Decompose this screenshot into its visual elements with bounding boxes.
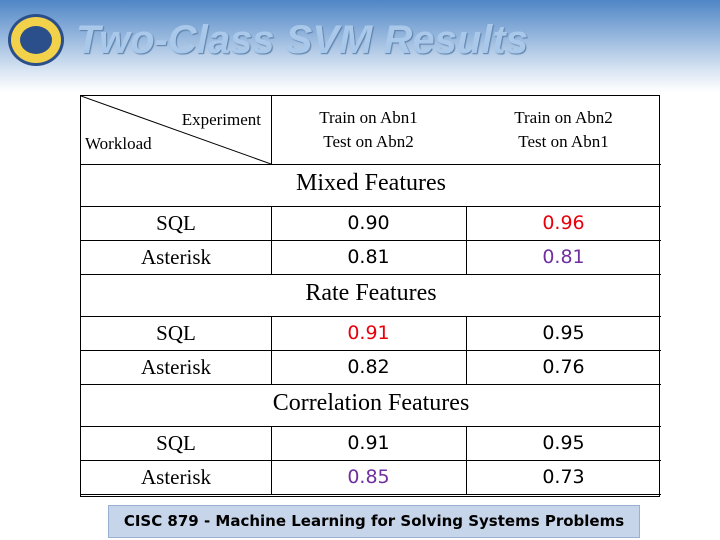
logo: [8, 14, 64, 66]
row-label: Asterisk: [141, 465, 211, 489]
results-table: Experiment Workload Train on Abn1 Test on A…: [80, 95, 661, 497]
row-line: [81, 384, 661, 385]
section-title: Rate Features: [305, 280, 437, 306]
row-label: Asterisk: [141, 355, 211, 379]
row-line: [81, 316, 661, 317]
column-header: Test on Abn2: [323, 132, 414, 151]
row-line: [81, 274, 661, 275]
section-title: Mixed Features: [296, 170, 446, 196]
row-line: [81, 206, 661, 207]
row-line: [81, 164, 661, 165]
value-cell: 0.81: [347, 246, 390, 268]
col-line: [271, 96, 272, 164]
row-label: SQL: [156, 321, 196, 345]
col-line: [466, 206, 467, 240]
row-line: [81, 494, 661, 495]
value-cell: 0.95: [542, 322, 585, 344]
row-line: [81, 460, 661, 461]
corner-top: Experiment: [181, 110, 261, 129]
column-header: Train on Abn2: [514, 108, 613, 127]
col-line: [271, 240, 272, 274]
slide-title: Two-Class SVM Results: [76, 18, 528, 62]
col-line: [271, 316, 272, 350]
col-line: [466, 350, 467, 384]
col-line: [271, 426, 272, 460]
col-line: [466, 426, 467, 460]
value-cell: 0.91: [347, 322, 390, 344]
row-label: SQL: [156, 211, 196, 235]
section-title: Correlation Features: [272, 390, 470, 416]
col-line: [271, 460, 272, 494]
corner-diagonal: [81, 96, 271, 164]
row-line: [81, 350, 661, 351]
row-line: [81, 426, 661, 427]
column-header: Train on Abn1: [319, 108, 418, 127]
value-cell: 0.91: [347, 432, 390, 454]
value-cell: 0.96: [542, 212, 585, 234]
value-cell: 0.76: [542, 356, 585, 378]
row-label: Asterisk: [141, 245, 211, 269]
row-label: SQL: [156, 431, 196, 455]
footer: CISC 879 - Machine Learning for Solving …: [108, 505, 640, 538]
value-cell: 0.85: [347, 466, 390, 488]
col-line: [466, 460, 467, 494]
value-cell: 0.90: [347, 212, 390, 234]
value-cell: 0.73: [542, 466, 585, 488]
col-line: [271, 206, 272, 240]
col-line: [466, 240, 467, 274]
row-line: [81, 240, 661, 241]
col-line: [466, 316, 467, 350]
corner-bottom: Workload: [85, 134, 152, 153]
value-cell: 0.82: [347, 356, 390, 378]
col-line: [271, 350, 272, 384]
value-cell: 0.81: [542, 246, 585, 268]
header-band: [0, 0, 720, 92]
column-header: Test on Abn1: [518, 132, 609, 151]
value-cell: 0.95: [542, 432, 585, 454]
